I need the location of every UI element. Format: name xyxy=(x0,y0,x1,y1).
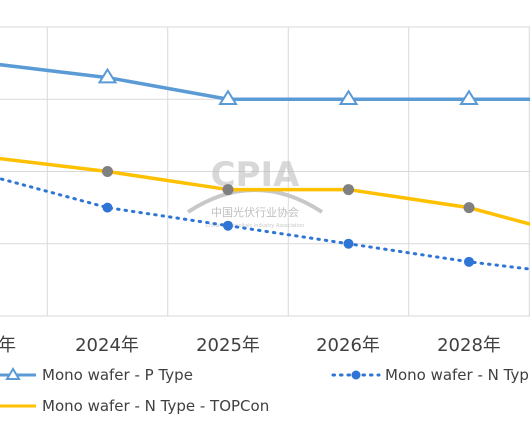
x-tick-label: 2026年 xyxy=(316,335,380,356)
x-tick-label: 2024年 xyxy=(75,335,139,356)
series-2-point xyxy=(223,220,233,231)
series-2-point xyxy=(343,238,354,249)
series-line-3 xyxy=(0,156,530,226)
watermark-org-en: China Photovoltaic Industry Association xyxy=(206,223,305,229)
series-3-point xyxy=(343,184,354,196)
x-tick-label: 2028年 xyxy=(437,335,501,356)
watermark: CPIA 中国光伏行业协会 China Photovoltaic Industr… xyxy=(186,155,324,229)
series-line-2 xyxy=(0,177,530,271)
series-1-point xyxy=(218,89,238,106)
series-1-point xyxy=(459,89,479,106)
legend-marker xyxy=(351,370,361,380)
gridlines xyxy=(0,26,530,317)
series-1-point xyxy=(97,67,118,84)
legend-marker xyxy=(5,367,21,380)
x-tick-label: 2025年 xyxy=(196,335,260,356)
series-3-point xyxy=(463,202,475,214)
legend-label: Mono wafer - N Typ xyxy=(385,366,529,384)
series-2-point xyxy=(464,256,474,267)
series-group xyxy=(0,62,530,271)
watermark-org-cn: 中国光伏行业协会 xyxy=(211,205,299,219)
series-2-point xyxy=(102,202,113,213)
series-3-point xyxy=(222,184,234,196)
x-axis: 年 2024年 2025年 2026年 2028年 xyxy=(0,335,501,356)
legend: Mono wafer - P Type Mono wafer - N Typ Mon… xyxy=(0,366,529,415)
legend-label: Mono wafer - P Type xyxy=(42,366,193,384)
legend-label: Mono wafer - N Type - TOPCon xyxy=(42,397,269,415)
series-1-point xyxy=(338,89,359,106)
series-line-1 xyxy=(0,62,530,101)
legend-item-1: Mono wafer - P Type xyxy=(0,366,193,384)
series-3-point xyxy=(102,166,113,177)
legend-item-2: Mono wafer - N Typ xyxy=(331,366,529,384)
x-tick-label: 年 xyxy=(0,335,16,356)
legend-item-3: Mono wafer - N Type - TOPCon xyxy=(0,397,269,415)
